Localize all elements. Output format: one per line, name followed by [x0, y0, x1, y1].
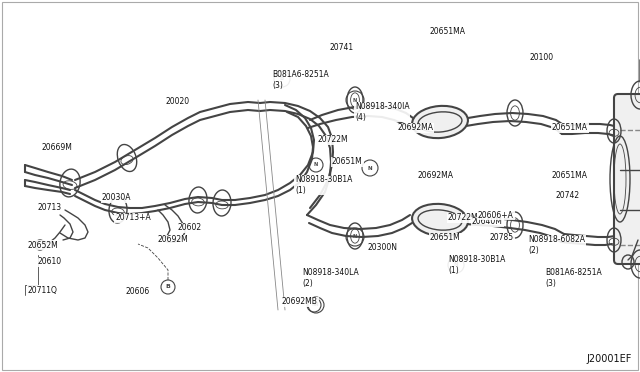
Text: N08918-6082A
(2): N08918-6082A (2): [528, 235, 585, 255]
Text: 20692MA: 20692MA: [418, 170, 454, 180]
Text: 20020: 20020: [165, 97, 189, 106]
Text: 20606: 20606: [125, 288, 149, 296]
Text: 20606+A: 20606+A: [478, 211, 514, 219]
Text: N08918-340IA
(4): N08918-340IA (4): [355, 102, 410, 122]
Text: 20713: 20713: [38, 203, 62, 212]
Text: B: B: [280, 77, 284, 81]
Text: 20652M: 20652M: [28, 241, 59, 250]
Text: 20651M: 20651M: [332, 157, 363, 167]
Text: N: N: [353, 97, 357, 103]
Text: 20651MA: 20651MA: [552, 124, 588, 132]
Text: 20742: 20742: [555, 190, 579, 199]
Text: 20713+A: 20713+A: [115, 214, 151, 222]
Text: 20669M: 20669M: [42, 144, 73, 153]
FancyBboxPatch shape: [614, 94, 640, 264]
Text: N: N: [314, 163, 318, 167]
Text: 20741: 20741: [330, 44, 354, 52]
Text: N: N: [454, 263, 458, 267]
Text: N: N: [314, 302, 318, 308]
Text: N: N: [312, 302, 316, 308]
Text: 20711Q: 20711Q: [28, 285, 58, 295]
Text: 20610: 20610: [38, 257, 62, 266]
Text: N08918-30B1A
(1): N08918-30B1A (1): [295, 175, 353, 195]
Ellipse shape: [412, 204, 468, 236]
Text: 20692M: 20692M: [158, 235, 189, 244]
Text: 20100: 20100: [530, 54, 554, 62]
Text: B: B: [166, 285, 170, 289]
Text: 20692MB: 20692MB: [282, 298, 318, 307]
Text: N: N: [368, 166, 372, 170]
Text: 20722M: 20722M: [448, 214, 479, 222]
Text: N08918-340LA
(2): N08918-340LA (2): [302, 268, 359, 288]
Text: N08918-30B1A
(1): N08918-30B1A (1): [448, 255, 506, 275]
Ellipse shape: [412, 106, 468, 138]
Text: 20640M: 20640M: [472, 218, 503, 227]
Text: 20651MA: 20651MA: [430, 28, 466, 36]
Text: N: N: [353, 234, 357, 240]
Text: 20602: 20602: [177, 224, 201, 232]
Text: B081A6-8251A
(3): B081A6-8251A (3): [545, 268, 602, 288]
Text: 20722M: 20722M: [318, 135, 349, 144]
Text: J20001EF: J20001EF: [587, 354, 632, 364]
Text: 20300N: 20300N: [368, 244, 398, 253]
Text: 20692MA: 20692MA: [397, 124, 433, 132]
Text: 20651M: 20651M: [430, 234, 461, 243]
Text: B081A6-8251A
(3): B081A6-8251A (3): [272, 70, 329, 90]
Text: 20030A: 20030A: [102, 193, 131, 202]
Text: 20651MA: 20651MA: [552, 170, 588, 180]
Text: 20785: 20785: [490, 234, 514, 243]
